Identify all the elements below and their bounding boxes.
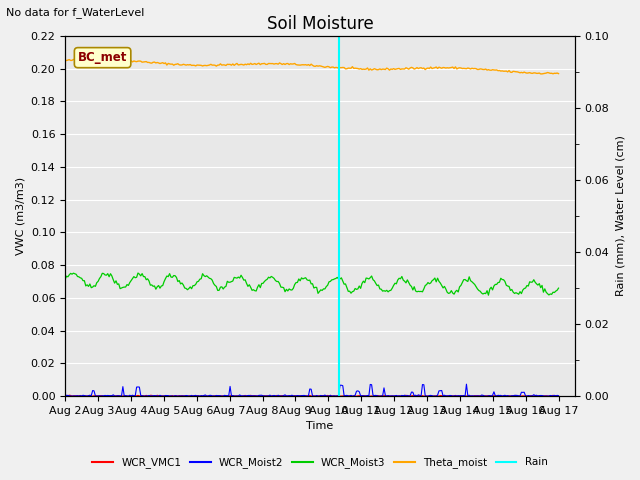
Legend: WCR_VMC1, WCR_Moist2, WCR_Moist3, Theta_moist, Rain: WCR_VMC1, WCR_Moist2, WCR_Moist3, Theta_… xyxy=(88,453,552,472)
Y-axis label: Rain (mm), Water Level (cm): Rain (mm), Water Level (cm) xyxy=(615,135,625,297)
X-axis label: Time: Time xyxy=(307,421,333,432)
Y-axis label: VWC (m3/m3): VWC (m3/m3) xyxy=(15,177,25,255)
Text: No data for f_WaterLevel: No data for f_WaterLevel xyxy=(6,7,145,18)
Title: Soil Moisture: Soil Moisture xyxy=(267,15,373,33)
Text: BC_met: BC_met xyxy=(78,51,127,64)
